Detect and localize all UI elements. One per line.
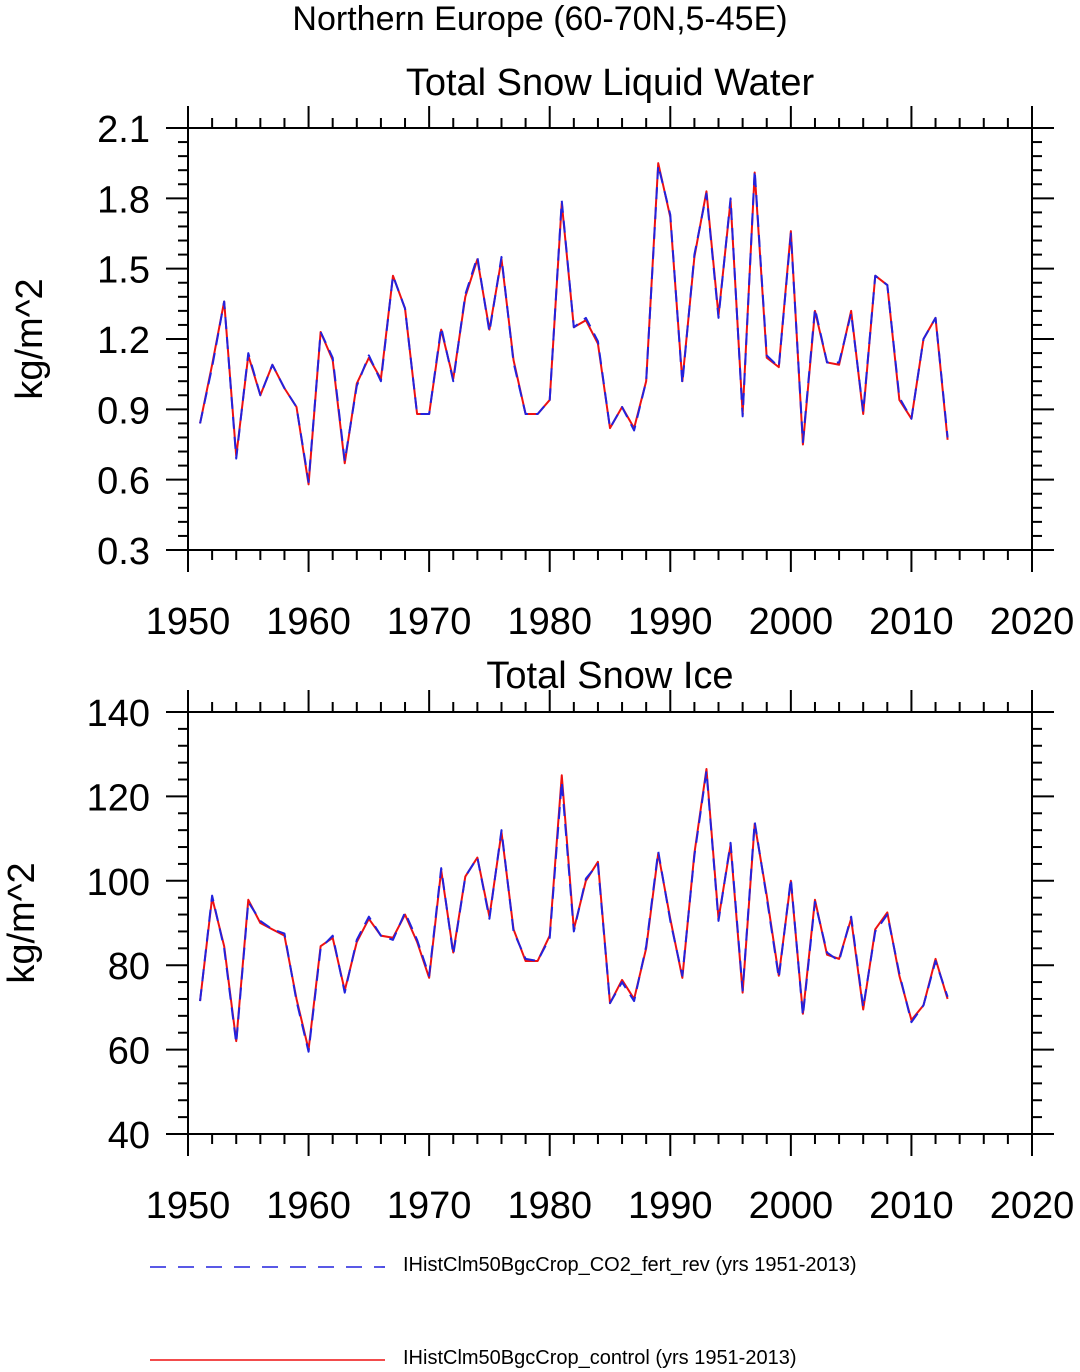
y-tick-label: 0.9 <box>97 390 150 432</box>
x-tick-label: 1980 <box>507 1185 592 1227</box>
y-tick-label: 1.5 <box>97 250 150 292</box>
x-tick-label: 1970 <box>387 601 472 643</box>
x-tick-label: 1990 <box>628 601 713 643</box>
y-axis-label: kg/m^2 <box>9 278 51 399</box>
y-axis-label: kg/m^2 <box>1 862 43 983</box>
y-tick-label: 1.8 <box>97 179 150 221</box>
y-tick-label: 100 <box>87 862 150 904</box>
y-tick-label: 1.2 <box>97 320 150 362</box>
snow-ice-chart: Total Snow Ice kg/m^2 1950 1960 1970 1980 1990… <box>1 655 1075 1227</box>
y-tick-label: 0.6 <box>97 461 150 503</box>
x-tick-label: 2020 <box>990 1185 1075 1227</box>
x-tick-label: 1970 <box>387 1185 472 1227</box>
x-tick-label: 1960 <box>266 1185 351 1227</box>
y-tick-label: 140 <box>87 693 150 735</box>
y-tick-label: 0.3 <box>97 531 150 573</box>
x-tick-label: 2000 <box>749 601 834 643</box>
legend-label-co2-fert-rev: IHistClm50BgcCrop_CO2_fert_rev (yrs 1951… <box>403 1254 857 1276</box>
x-tick-label: 1950 <box>146 601 231 643</box>
x-tick-label: 2000 <box>749 1185 834 1227</box>
series-line-control <box>199 767 949 1051</box>
x-tick-label: 2010 <box>869 601 954 643</box>
chart-title: Total Snow Liquid Water <box>406 62 815 104</box>
chart-title: Total Snow Ice <box>486 655 733 697</box>
legend-label-control: IHistClm50BgcCrop_control (yrs 1951-2013… <box>403 1347 797 1369</box>
series-line-co2-fert-rev <box>199 770 949 1053</box>
x-tick-label: 2020 <box>990 601 1075 643</box>
y-tick-label: 2.1 <box>97 109 150 151</box>
x-tick-label: 1990 <box>628 1185 713 1227</box>
figure-suptitle: Northern Europe (60-70N,5-45E) <box>292 0 788 38</box>
y-tick-label: 120 <box>87 777 150 819</box>
plot-frame <box>187 711 1033 1135</box>
y-tick-label: 60 <box>108 1031 150 1073</box>
snow-liquid-water-chart: Total Snow Liquid Water kg/m^2 1950 1960 197… <box>9 62 1075 643</box>
series-line-co2-fert-rev <box>199 164 949 484</box>
y-tick-label: 80 <box>108 946 150 988</box>
x-tick-label: 1960 <box>266 601 351 643</box>
y-tick-label: 40 <box>108 1115 150 1157</box>
x-tick-label: 1950 <box>146 1185 231 1227</box>
x-tick-label: 1980 <box>507 601 592 643</box>
x-tick-label: 2010 <box>869 1185 954 1227</box>
